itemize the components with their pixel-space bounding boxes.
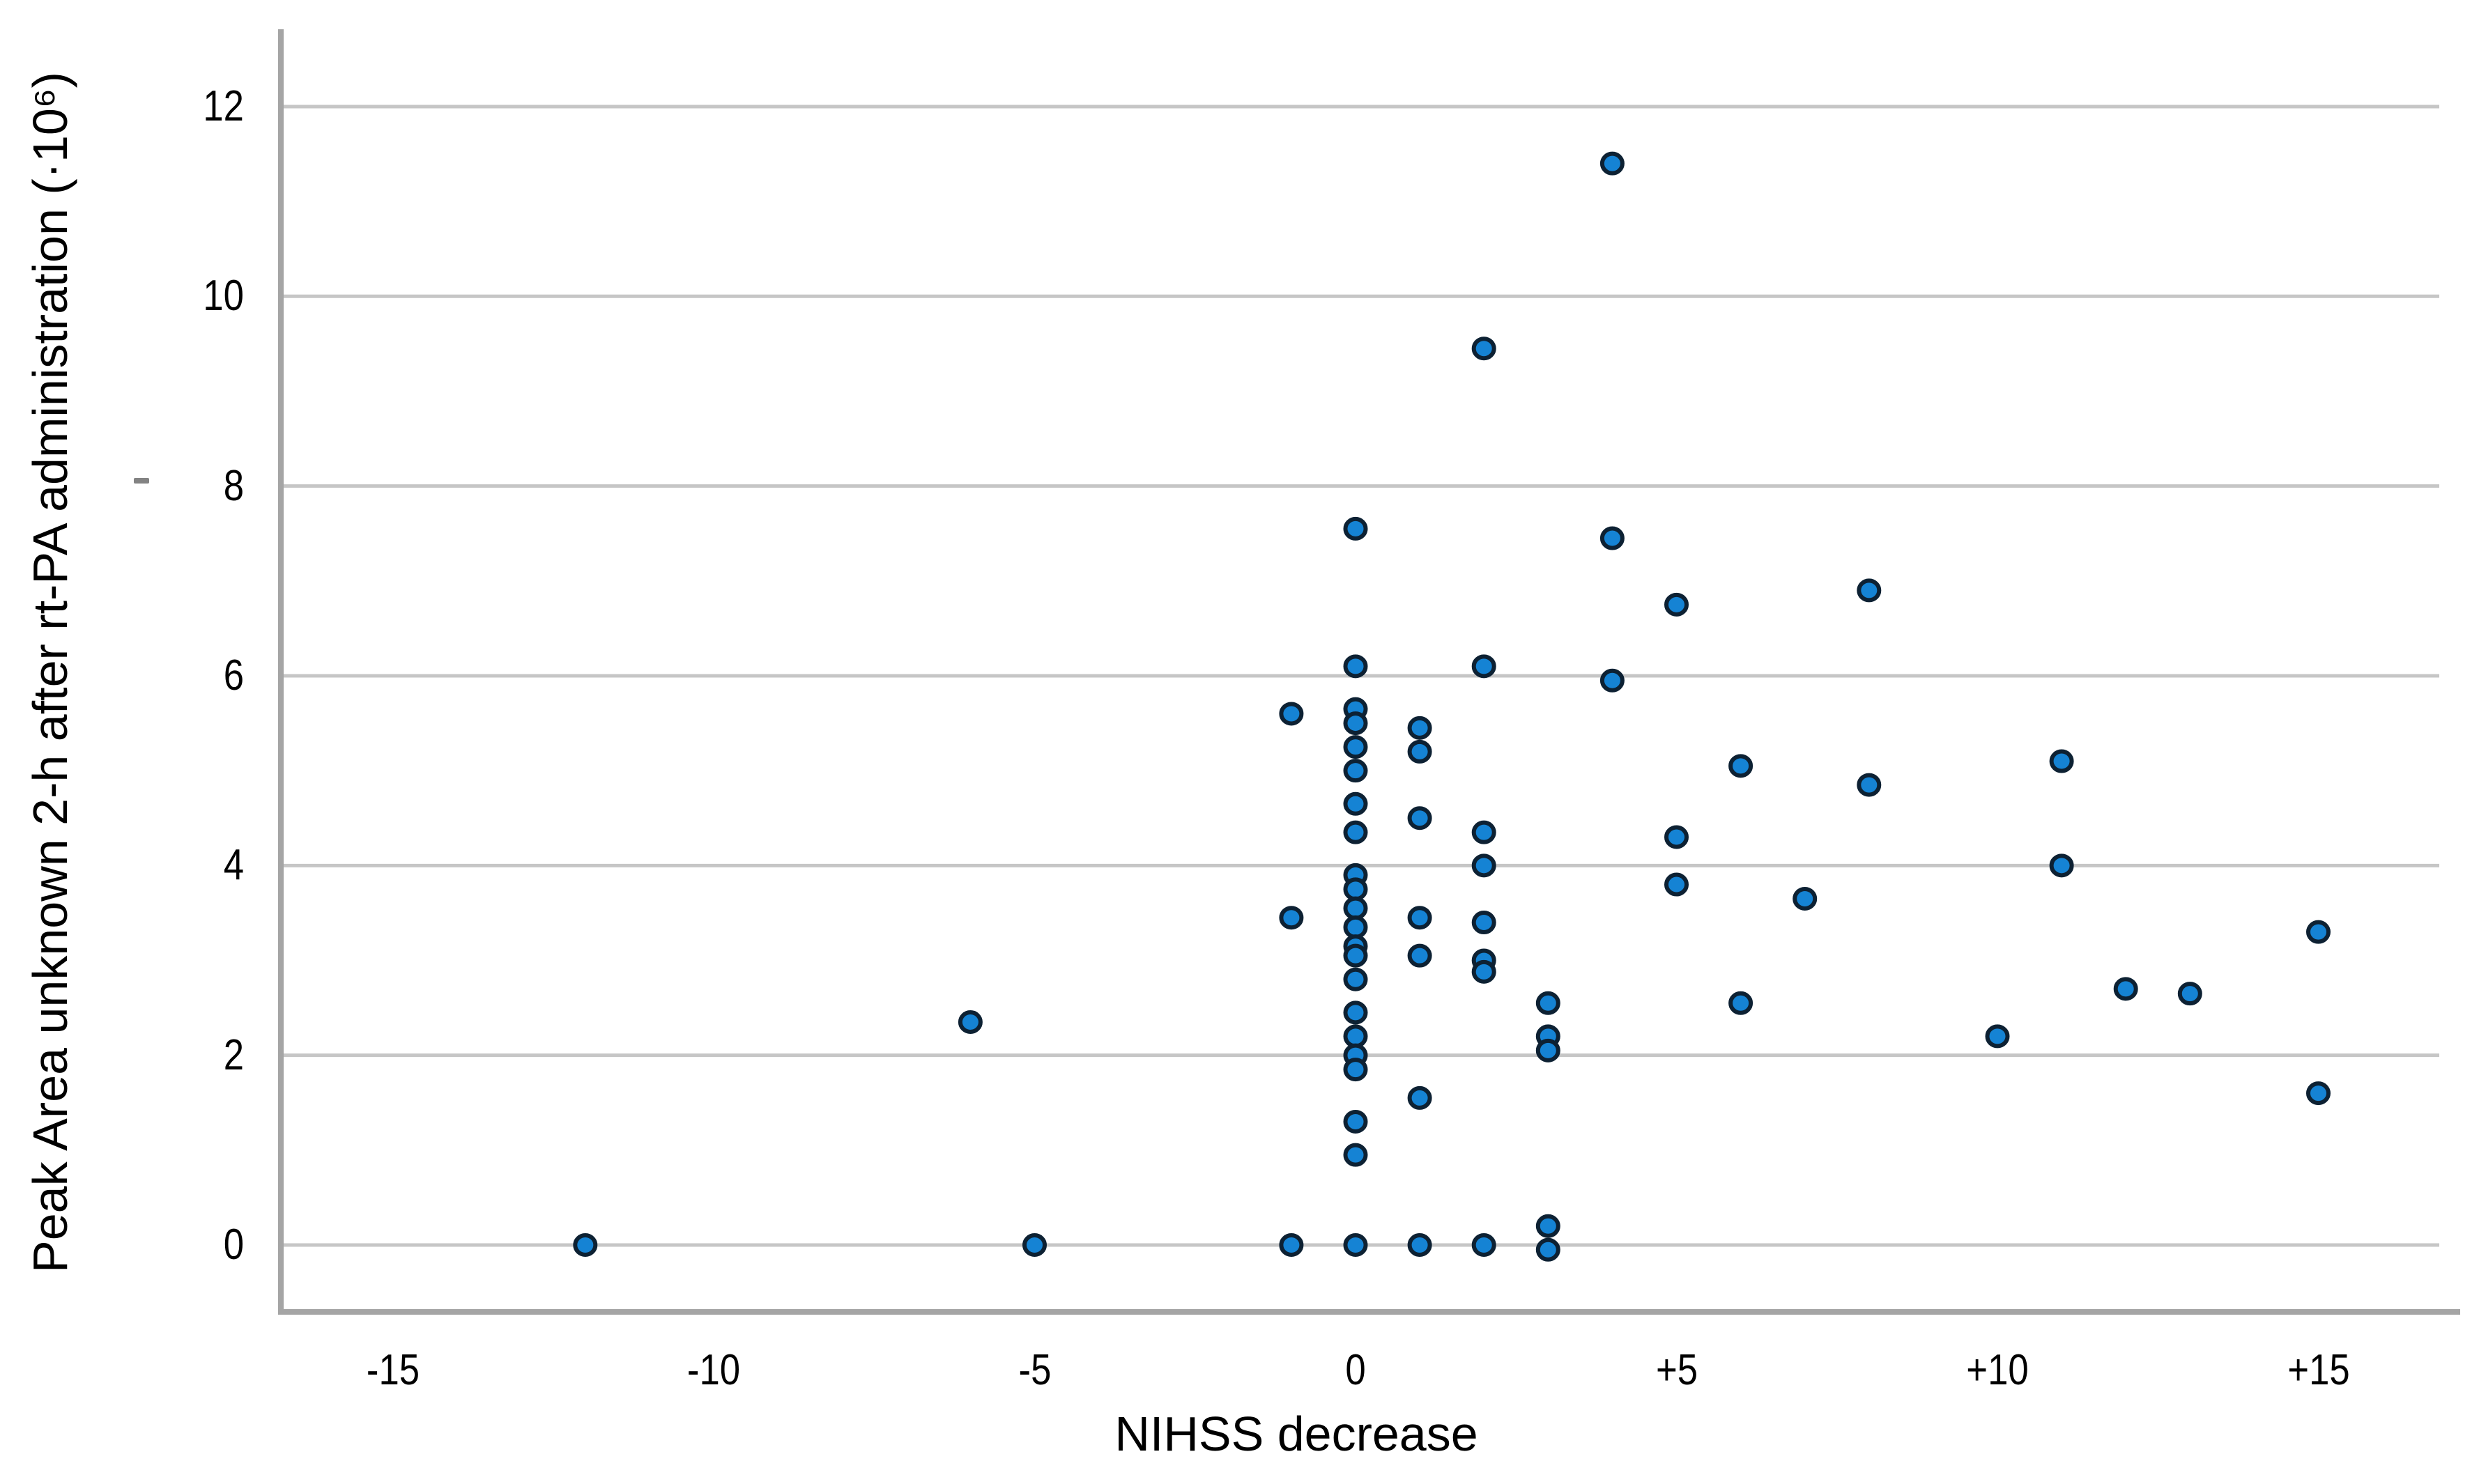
data-point (1407, 806, 1432, 830)
x-tick-label--15: -15 (366, 1346, 420, 1394)
data-point (1857, 773, 1882, 797)
data-point (1471, 959, 1496, 984)
data-point (1793, 886, 1818, 911)
data-point (1985, 1024, 2010, 1049)
data-point (1343, 967, 1368, 991)
x-tick-label-+10: +10 (1966, 1346, 2029, 1394)
data-point (1664, 592, 1689, 617)
data-point (1343, 791, 1368, 816)
data-point (1664, 872, 1689, 897)
data-point (1471, 654, 1496, 679)
data-point (1407, 943, 1432, 968)
data-point (2049, 853, 2074, 878)
x-tick-label-+5: +5 (1655, 1346, 1698, 1394)
data-point (1343, 915, 1368, 939)
data-point (1407, 1233, 1432, 1257)
data-point (1599, 526, 1625, 550)
y-tick-label-0: 0 (223, 1221, 244, 1269)
y-tick-label-2: 2 (223, 1030, 244, 1079)
data-point (1343, 759, 1368, 783)
data-point (1343, 1109, 1368, 1134)
data-point (1407, 1085, 1432, 1110)
y-axis-title: Peak Area unknown 2-h after rt-PA admini… (23, 72, 77, 1273)
data-point (1343, 943, 1368, 968)
data-point (1279, 702, 1304, 726)
x-tick-label--5: -5 (1018, 1346, 1051, 1394)
data-point (2306, 920, 2331, 944)
data-point (1343, 1233, 1368, 1257)
data-point (1343, 1058, 1368, 1082)
data-point (1599, 151, 1625, 176)
y-tick-label-8: 8 (223, 461, 244, 510)
data-point (1535, 1237, 1560, 1262)
data-point (1471, 1233, 1496, 1257)
x-tick-label-+15: +15 (2287, 1346, 2350, 1394)
data-point (1279, 1233, 1304, 1257)
data-point (1471, 853, 1496, 878)
data-point (1343, 820, 1368, 844)
data-point (1343, 877, 1368, 902)
y-tick-label-10: 10 (203, 272, 244, 320)
data-point (1343, 654, 1368, 679)
data-point (2113, 977, 2138, 1001)
data-point (2177, 982, 2202, 1006)
x-axis-title: NIHSS decrease (1114, 1407, 1478, 1461)
data-point (1343, 735, 1368, 759)
data-point (1407, 739, 1432, 764)
data-point (1535, 1038, 1560, 1062)
data-point (1343, 1000, 1368, 1025)
data-point (1857, 578, 1882, 603)
data-point (1343, 896, 1368, 920)
data-point (1022, 1233, 1047, 1257)
data-point (2049, 749, 2074, 773)
data-point (1343, 516, 1368, 541)
data-point (1279, 906, 1304, 930)
data-point (1343, 1024, 1368, 1049)
x-tick-label-0: 0 (1345, 1346, 1366, 1394)
data-point (1343, 1143, 1368, 1167)
scan-artifact-dash (134, 478, 149, 484)
data-point (1535, 991, 1560, 1015)
data-point (1343, 711, 1368, 736)
data-point (1728, 991, 1753, 1015)
y-tick-label-12: 12 (203, 82, 244, 130)
data-point (1535, 1214, 1560, 1238)
data-point (573, 1233, 598, 1257)
data-point (1407, 716, 1432, 740)
data-point (1471, 820, 1496, 844)
data-point (1471, 911, 1496, 935)
data-point (1407, 906, 1432, 930)
data-point (1471, 337, 1496, 361)
y-tick-label-6: 6 (223, 651, 244, 700)
data-point (958, 1010, 983, 1035)
data-point (2306, 1081, 2331, 1106)
x-tick-label--10: -10 (686, 1346, 741, 1394)
y-tick-label-4: 4 (223, 841, 244, 890)
data-point (1599, 668, 1625, 693)
data-point (1664, 825, 1689, 849)
data-point (1728, 754, 1753, 778)
